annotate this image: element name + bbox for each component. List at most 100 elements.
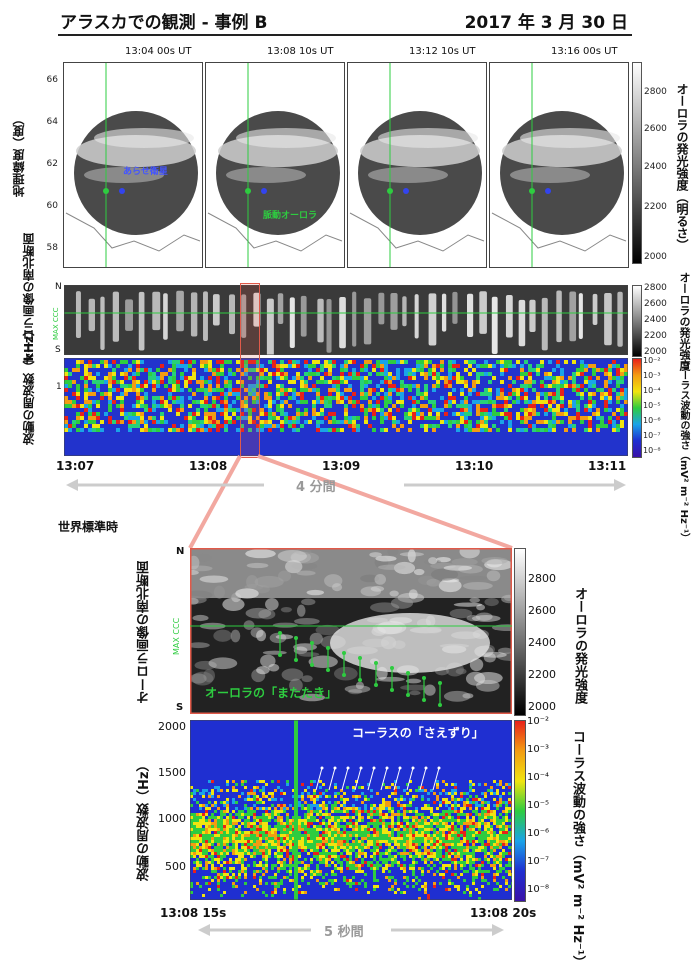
spectro-cell	[420, 360, 424, 364]
zoom-spectro-cell	[421, 786, 424, 789]
spectro-cell	[388, 412, 392, 416]
spectro-cell	[104, 412, 108, 416]
spectro-cell	[348, 400, 352, 404]
zoom-spectro-cell	[292, 840, 295, 843]
zoom-spectro-cell	[502, 822, 505, 825]
zoom-spectro-cell	[226, 852, 229, 855]
spectro-cell	[532, 404, 536, 408]
spectro-cell	[84, 372, 88, 376]
spectro-cell	[480, 412, 484, 416]
keogram-blob	[213, 585, 225, 599]
zoom-spectro-cell	[250, 825, 253, 828]
zoom-spectro-cell	[259, 870, 262, 873]
spectro-cell	[400, 384, 404, 388]
zoom-spectro-cell	[316, 852, 319, 855]
spectro-cell	[184, 416, 188, 420]
zoom-spectro-cell	[418, 828, 421, 831]
zoom-spectro-cell	[196, 867, 199, 870]
zoom-spectro-cell	[367, 831, 370, 834]
spectro-cell	[492, 400, 496, 404]
zoom-spectro-cell	[223, 801, 226, 804]
zoom-spectro-cell	[325, 828, 328, 831]
zoom-spectro-cell	[277, 810, 280, 813]
zoom-spectro-cell	[355, 807, 358, 810]
keogram-blob	[190, 590, 213, 600]
zoom-spectro-cell	[232, 849, 235, 852]
spectro-cell	[120, 412, 124, 416]
zoom-spectro-cell	[508, 831, 511, 834]
spectro-cell	[484, 392, 488, 396]
zoom-spectro-cell	[265, 816, 268, 819]
chirp-arrow	[354, 767, 362, 791]
spectro-cell	[352, 424, 356, 428]
zoom-spectro-cell	[208, 795, 211, 798]
zoom-spectro-cell	[190, 819, 193, 822]
spectro-cell	[288, 420, 292, 424]
keogram-blob	[399, 552, 424, 557]
spectro-cell	[268, 380, 272, 384]
zoom-spectro-cell	[277, 843, 280, 846]
spectro-cell	[108, 408, 112, 412]
zoom-spectro-cell	[265, 861, 268, 864]
zoom-spectro-cell	[199, 855, 202, 858]
chirp-arrow	[328, 767, 336, 791]
zoom-spectro-cell	[235, 885, 238, 888]
spectro-cell	[328, 380, 332, 384]
spectro-cell	[452, 400, 456, 404]
zoom-spectro-cell	[475, 798, 478, 801]
spectro-cell	[376, 384, 380, 388]
zoom-spectro-cell	[217, 888, 220, 891]
zoom-spectro-cell	[274, 840, 277, 843]
zoom-spectro-cell	[328, 801, 331, 804]
spectro-cell	[68, 380, 72, 384]
zoom-spectro-cell	[457, 876, 460, 879]
spectro-cell	[284, 372, 288, 376]
spectro-cell	[268, 412, 272, 416]
zoom-spectro-cell	[448, 831, 451, 834]
zoom-spectro-cell	[508, 819, 511, 822]
zoom-spectro-cell	[286, 813, 289, 816]
zoom-spectro-cell	[457, 855, 460, 858]
spectro-cell	[444, 380, 448, 384]
spectro-cell	[172, 376, 176, 380]
spectro-cell	[428, 360, 432, 364]
zoom-spectro-cell	[367, 810, 370, 813]
spectro-cell	[612, 412, 616, 416]
zoom-spectro-cell	[502, 852, 505, 855]
zoom-spectro-cell	[274, 831, 277, 834]
zoom-spectro-cell	[472, 831, 475, 834]
zoom-spectro-cell	[481, 792, 484, 795]
zoom-spectro-cell	[193, 813, 196, 816]
zoom-spectro-cell	[424, 888, 427, 891]
spectro-cell	[140, 416, 144, 420]
spectro-cell	[424, 360, 428, 364]
spectro-cell	[424, 392, 428, 396]
spectro-cell	[468, 412, 472, 416]
zoom-spectro-cell	[259, 876, 262, 879]
spectro-cell	[476, 380, 480, 384]
zoom-spectro-cell	[406, 852, 409, 855]
zoom-spectro-cell	[373, 858, 376, 861]
zoom-spectro-cell	[361, 816, 364, 819]
spectro-cell	[232, 412, 236, 416]
zoom-spectro-cell	[304, 840, 307, 843]
image-time-label: 13:04 00s UT	[125, 46, 192, 57]
zoom-spectro-cell	[211, 858, 214, 861]
zoom-spectro-cell	[325, 843, 328, 846]
zoom-spectro-cell	[289, 879, 292, 882]
spectro-cell	[64, 428, 68, 432]
zoom-spectro-cell	[487, 870, 490, 873]
zoom-spectro-cell	[493, 792, 496, 795]
zoom-spectro-cell	[301, 891, 304, 894]
zoom-spectro-cell	[484, 792, 487, 795]
spectro-cell	[92, 364, 96, 368]
zoom-spectro-cell	[379, 840, 382, 843]
zoom-spectro-cell	[394, 858, 397, 861]
spectro-cell	[480, 420, 484, 424]
spectro-cell	[204, 396, 208, 400]
zoom-spectro-cell	[385, 807, 388, 810]
zoom-spectro-cell	[367, 861, 370, 864]
zoom-spectro-cell	[262, 864, 265, 867]
zoom-spectro-cell	[235, 822, 238, 825]
zoom-spectro-cell	[451, 819, 454, 822]
